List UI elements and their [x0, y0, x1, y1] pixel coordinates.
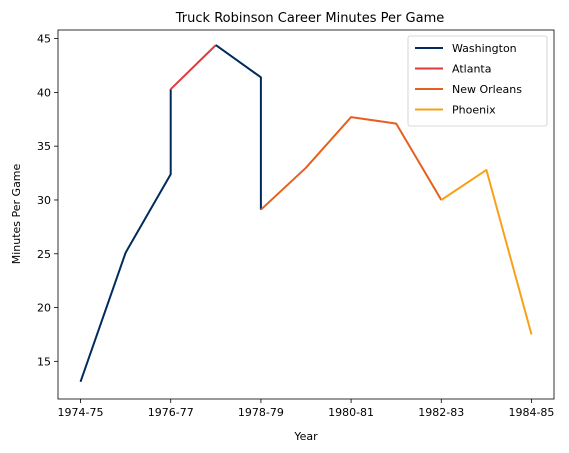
legend-box [407, 35, 548, 127]
x-axis: 1974-75 1976-77 1978-79 1980-81 1982-83 1984-… [58, 399, 554, 419]
legend-label-new-orleans: New Orleans [452, 83, 522, 96]
series-line-washington-0 [79, 89, 172, 383]
plot-frame [57, 29, 555, 400]
plot-area [79, 44, 533, 383]
chart-title: Truck Robinson Career Minutes Per Game [175, 11, 444, 26]
x-tick-label: 1984-85 [508, 406, 554, 419]
x-tick-label: 1974-75 [58, 406, 104, 419]
y-tick-label: 15 [37, 355, 51, 368]
x-axis-label: Year [293, 430, 318, 443]
x-tick-label: 1976-77 [148, 406, 194, 419]
series-line-phoenix-4 [440, 168, 533, 335]
y-tick-label: 30 [37, 194, 51, 207]
y-axis-label: Minutes Per Game [10, 163, 23, 264]
y-axis: 15 20 25 30 35 40 45 [37, 33, 58, 368]
x-tick-label: 1978-79 [238, 406, 284, 419]
y-tick-label: 45 [37, 33, 51, 46]
legend-label-washington: Washington [452, 42, 517, 55]
series-line-atlanta-1 [170, 44, 217, 90]
x-tick-label: 1982-83 [418, 406, 464, 419]
legend-label-phoenix: Phoenix [452, 104, 496, 117]
y-tick-label: 20 [37, 302, 51, 315]
legend: Washington Atlanta New Orleans Phoenix [407, 35, 548, 127]
legend-label-atlanta: Atlanta [452, 63, 491, 76]
y-tick-label: 25 [37, 248, 51, 261]
y-tick-label: 35 [37, 140, 51, 153]
series-line-washington-2 [215, 44, 262, 210]
x-tick-label: 1980-81 [328, 406, 374, 419]
y-tick-label: 40 [37, 86, 51, 99]
series-line-new-orleans-3 [260, 116, 443, 211]
